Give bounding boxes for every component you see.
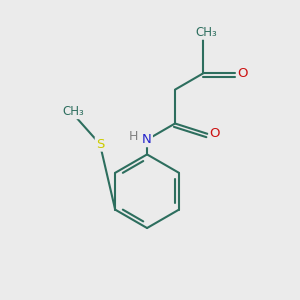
Text: N: N: [142, 133, 152, 146]
Text: CH₃: CH₃: [62, 105, 84, 118]
Text: S: S: [96, 138, 104, 151]
Text: CH₃: CH₃: [196, 26, 217, 39]
Text: O: O: [238, 67, 248, 80]
Text: O: O: [209, 127, 220, 140]
Text: H: H: [129, 130, 139, 143]
